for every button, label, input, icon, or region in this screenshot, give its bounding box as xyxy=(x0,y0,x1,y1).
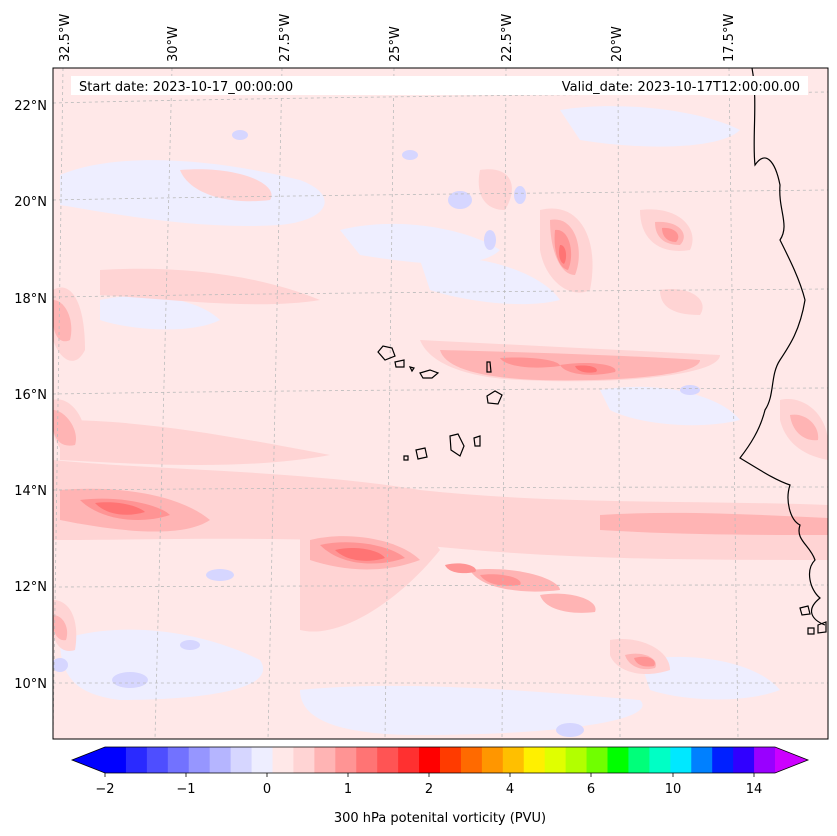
lat-label: 22°N xyxy=(14,99,47,114)
island-santa-luzia xyxy=(408,366,415,373)
pv-field xyxy=(53,68,828,739)
colorbar-segment xyxy=(272,747,295,773)
colorbar-segment xyxy=(251,747,274,773)
coastlines xyxy=(377,68,827,635)
colorbar-segment xyxy=(188,747,211,773)
colorbar-segment xyxy=(293,747,315,773)
latitude-labels: 22°N 20°N 18°N 16°N 14°N 12°N 10°N xyxy=(14,99,47,692)
lon-label: 30°W xyxy=(166,26,181,62)
colorbar-segment xyxy=(209,747,232,773)
island-santiago xyxy=(449,433,465,457)
colorbar-segment xyxy=(607,747,630,773)
island-sao-vicente xyxy=(394,359,405,368)
map-frame xyxy=(52,67,829,740)
colorbar-segment xyxy=(712,747,734,773)
colorbar-segment xyxy=(314,747,336,773)
island-brava xyxy=(403,455,409,461)
island-fogo xyxy=(415,447,428,460)
colorbar: −2 −1 0 1 2 4 6 10 14 300 hPa potenital … xyxy=(70,746,810,826)
coast-guinea-bissau-islands xyxy=(799,605,827,635)
colorbar-segment xyxy=(419,747,441,773)
pv-negative-areas xyxy=(53,130,700,737)
colorbar-segment xyxy=(565,747,588,773)
colorbar-segment xyxy=(167,747,190,773)
header-band xyxy=(71,76,808,95)
africa-coastline xyxy=(739,68,826,626)
colorbar-segment xyxy=(335,747,357,773)
pv-positive-peak-areas xyxy=(95,244,597,561)
island-boa-vista xyxy=(486,390,503,405)
colorbar-segment xyxy=(502,747,525,773)
lat-label: 18°N xyxy=(14,292,47,307)
lon-label: 17.5°W xyxy=(722,14,737,62)
colorbar-segment xyxy=(544,747,567,773)
colorbar-segment xyxy=(481,747,504,773)
cb-tick-label: 10 xyxy=(665,782,682,797)
island-sal xyxy=(486,361,492,373)
colorbar-segment xyxy=(105,747,127,773)
colorbar-segment xyxy=(377,747,399,773)
colorbar-segment xyxy=(691,747,713,773)
cb-tick-label: 4 xyxy=(506,782,514,797)
colorbar-segment xyxy=(146,747,169,773)
lon-label: 22.5°W xyxy=(500,14,515,62)
island-sao-nicolau xyxy=(419,369,440,379)
lat-label: 16°N xyxy=(14,388,47,403)
island-maio xyxy=(473,435,481,447)
colorbar-segment xyxy=(125,747,148,773)
colorbar-segment xyxy=(460,747,483,773)
colorbar-segment xyxy=(733,747,755,773)
colorbar-segment xyxy=(670,747,692,773)
lon-label: 27.5°W xyxy=(278,14,293,62)
colorbar-extend-high xyxy=(775,747,808,773)
colorbar-segment xyxy=(649,747,671,773)
colorbar-ticks xyxy=(104,773,755,777)
lon-label: 25°W xyxy=(388,26,403,62)
cb-tick-label: 14 xyxy=(746,782,763,797)
lon-label: 32.5°W xyxy=(58,14,73,62)
gridlines xyxy=(53,68,828,739)
colorbar-segment xyxy=(230,747,253,773)
colorbar-extend-low xyxy=(72,747,105,773)
island-santo-antao xyxy=(377,345,396,361)
colorbar-title: 300 hPa potenital vorticity (PVU) xyxy=(334,811,546,826)
colorbar-segment xyxy=(754,747,776,773)
colorbar-segment xyxy=(628,747,650,773)
colorbar-segment xyxy=(523,747,546,773)
lat-label: 20°N xyxy=(14,195,47,210)
colorbar-segment xyxy=(356,747,378,773)
cb-tick-label: 2 xyxy=(425,782,433,797)
colorbar-segment xyxy=(398,747,420,773)
cb-tick-label: 6 xyxy=(587,782,595,797)
cb-tick-label: −2 xyxy=(95,782,114,797)
lat-label: 10°N xyxy=(14,677,47,692)
colorbar-segment xyxy=(440,747,462,773)
cb-tick-label: 0 xyxy=(263,782,271,797)
cb-tick-label: −1 xyxy=(176,782,195,797)
colorbar-tick-labels: −2 −1 0 1 2 4 6 10 14 xyxy=(95,782,762,797)
lat-label: 12°N xyxy=(14,580,47,595)
lon-label: 20°W xyxy=(610,26,625,62)
longitude-labels: 32.5°W 30°W 27.5°W 25°W 22.5°W 20°W 17.5… xyxy=(58,14,737,62)
lat-label: 14°N xyxy=(14,484,47,499)
cb-tick-label: 1 xyxy=(344,782,352,797)
colorbar-segments xyxy=(105,747,776,773)
colorbar-segment xyxy=(586,747,609,773)
valid-date-label: Valid_date: 2023-10-17T12:00:00.00 xyxy=(562,80,800,95)
start-date-label: Start date: 2023-10-17_00:00:00 xyxy=(79,80,293,95)
